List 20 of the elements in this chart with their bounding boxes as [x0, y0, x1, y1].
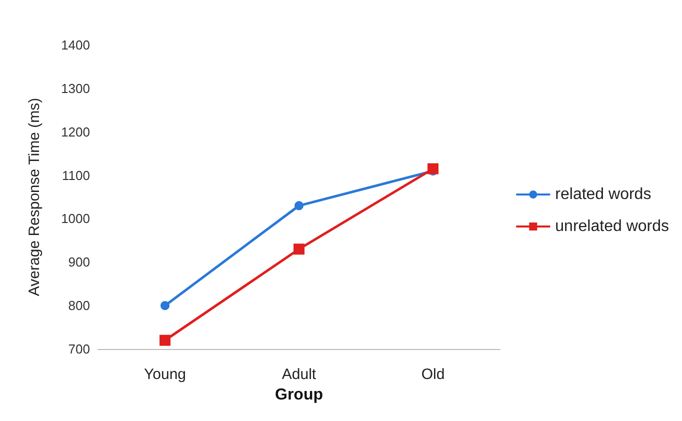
y-tick-label: 800	[68, 298, 90, 314]
y-tick-label: 1400	[61, 38, 90, 52]
y-tick-label: 1300	[61, 80, 90, 96]
point	[160, 301, 170, 310]
point	[160, 334, 170, 346]
y-tick-label: 1100	[62, 168, 90, 183]
legend-label: unrelated words	[555, 218, 669, 235]
x-tick-label: Young	[144, 366, 186, 383]
y-tick-label: 1000	[61, 211, 90, 226]
point	[294, 201, 304, 210]
x-tick-label: Old	[421, 366, 445, 383]
point	[294, 244, 304, 255]
y-tick-label: 1200	[61, 124, 90, 140]
y-tick-label: 900	[68, 254, 90, 270]
x-axis-title: Group	[275, 386, 324, 404]
y-tick-label: 700	[68, 342, 90, 356]
legend-label: related words	[555, 186, 652, 203]
point	[428, 163, 438, 174]
x-tick-label: Adult	[282, 366, 317, 383]
y-axis-title: Average Response Time (ms)	[26, 98, 43, 296]
